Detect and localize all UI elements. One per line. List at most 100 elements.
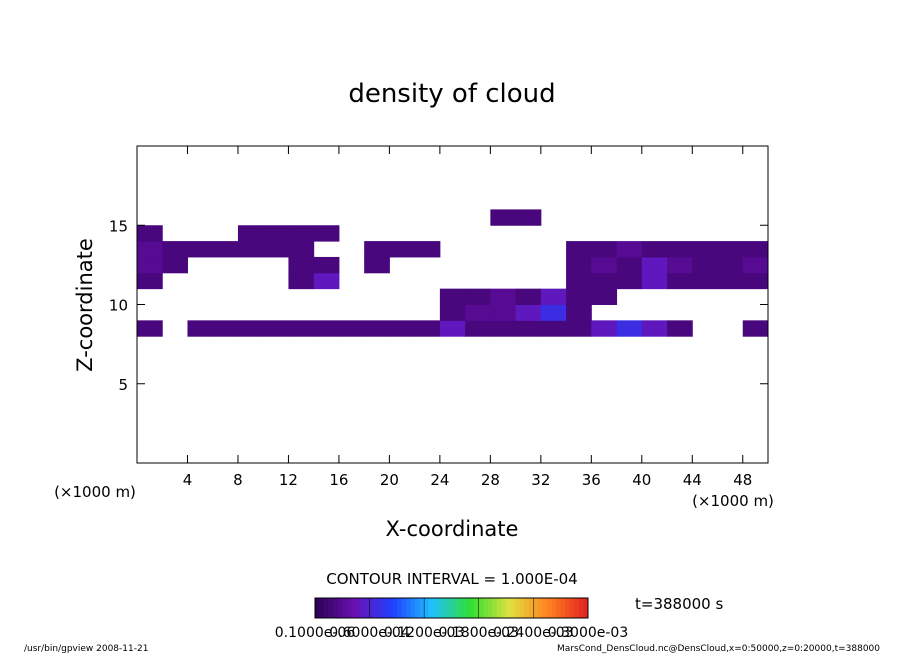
cell bbox=[540, 304, 567, 321]
colorbar-swatch bbox=[383, 598, 389, 618]
cell bbox=[288, 225, 315, 242]
x-unit-label: (×1000 m) bbox=[692, 492, 774, 510]
colorbar-swatch bbox=[465, 598, 470, 618]
colorbar-swatch bbox=[451, 598, 457, 618]
footer-right: MarsCond_DensCloud.nc@DensCloud,x=0:5000… bbox=[557, 644, 880, 654]
cell bbox=[566, 256, 592, 274]
cell bbox=[641, 320, 668, 337]
colorbar-swatch bbox=[369, 598, 375, 618]
cell bbox=[742, 241, 769, 258]
cell bbox=[338, 320, 365, 337]
colorbar-swatch bbox=[487, 598, 493, 618]
colorbar-swatch bbox=[533, 598, 539, 618]
colorbar-swatch bbox=[528, 598, 534, 618]
cell bbox=[439, 304, 466, 321]
cell bbox=[515, 320, 542, 337]
cell bbox=[364, 241, 390, 258]
cell bbox=[137, 256, 163, 274]
cell bbox=[237, 241, 264, 258]
cell bbox=[465, 320, 491, 337]
colorbar-swatch bbox=[437, 598, 443, 618]
cell bbox=[566, 272, 592, 290]
cell bbox=[137, 241, 163, 258]
colorbar-swatch bbox=[355, 598, 361, 618]
colorbar-swatch bbox=[456, 598, 461, 618]
cell bbox=[667, 241, 693, 258]
cell bbox=[439, 320, 466, 337]
cell bbox=[263, 225, 289, 242]
cell bbox=[137, 320, 163, 337]
cell bbox=[364, 320, 390, 337]
cell bbox=[692, 272, 719, 290]
x-tick-label: 32 bbox=[531, 471, 550, 489]
cell bbox=[616, 272, 643, 290]
cell bbox=[313, 272, 340, 290]
cell bbox=[742, 272, 769, 290]
colorbar-swatch bbox=[524, 598, 530, 618]
cell bbox=[616, 256, 643, 274]
cell bbox=[717, 241, 744, 258]
cell bbox=[288, 320, 315, 337]
cell bbox=[566, 304, 592, 321]
cell bbox=[263, 241, 289, 258]
x-tick-label: 20 bbox=[380, 471, 399, 489]
footer-left: /usr/bin/gpview 2008-11-21 bbox=[24, 644, 148, 654]
colorbar-swatch bbox=[424, 598, 430, 618]
cell bbox=[313, 256, 340, 274]
cell bbox=[490, 320, 517, 337]
colorbar-swatch bbox=[442, 598, 448, 618]
cell bbox=[515, 288, 542, 305]
cell bbox=[263, 320, 289, 337]
colorbar-swatch bbox=[319, 598, 325, 618]
cell bbox=[187, 241, 214, 258]
cell bbox=[137, 272, 163, 290]
colorbar-swatch bbox=[515, 598, 521, 618]
colorbar-swatch bbox=[542, 598, 548, 618]
chart-title: density of cloud bbox=[348, 79, 555, 109]
colorbar-swatch bbox=[574, 598, 580, 618]
colorbar-swatch bbox=[446, 598, 452, 618]
cell bbox=[616, 320, 643, 337]
colorbar-swatch bbox=[547, 598, 552, 618]
cell bbox=[490, 209, 517, 226]
colorbar-swatch bbox=[365, 598, 370, 618]
cell bbox=[162, 256, 188, 274]
colorbar-swatch bbox=[378, 598, 384, 618]
cell bbox=[490, 288, 517, 305]
field bbox=[137, 209, 769, 337]
cell bbox=[490, 304, 517, 321]
cell bbox=[137, 225, 163, 242]
cell bbox=[591, 256, 618, 274]
colorbar-swatch bbox=[474, 598, 480, 618]
colorbar-swatch bbox=[406, 598, 411, 618]
cell bbox=[667, 272, 693, 290]
cell bbox=[692, 256, 719, 274]
colorbar-swatch bbox=[578, 598, 584, 618]
colorbar-swatch bbox=[410, 598, 416, 618]
cell bbox=[288, 256, 315, 274]
colorbar-swatch bbox=[401, 598, 407, 618]
x-tick-label: 28 bbox=[481, 471, 500, 489]
colorbar-swatch bbox=[460, 598, 466, 618]
colorbar-swatch bbox=[565, 598, 571, 618]
cell bbox=[667, 256, 693, 274]
x-tick-label: 4 bbox=[183, 471, 193, 489]
colorbar-swatch bbox=[483, 598, 489, 618]
cell bbox=[641, 241, 668, 258]
cell bbox=[566, 288, 592, 305]
colorbar-swatch bbox=[351, 598, 357, 618]
cell bbox=[641, 256, 668, 274]
colorbar-tick-label: 0.6000e-04 bbox=[329, 625, 410, 641]
x-tick-label: 8 bbox=[233, 471, 243, 489]
cell bbox=[515, 209, 542, 226]
y-tick-label: 10 bbox=[109, 297, 128, 315]
colorbar-swatch bbox=[360, 598, 366, 618]
colorbar-tick-label: 0.3000e-03 bbox=[548, 625, 628, 641]
cell bbox=[465, 304, 491, 321]
colorbar-swatch bbox=[387, 598, 393, 618]
colorbar-swatch bbox=[583, 598, 589, 618]
cell bbox=[162, 241, 188, 258]
colorbar-swatch bbox=[478, 598, 484, 618]
cell bbox=[237, 225, 264, 242]
colorbar-swatch bbox=[392, 598, 398, 618]
